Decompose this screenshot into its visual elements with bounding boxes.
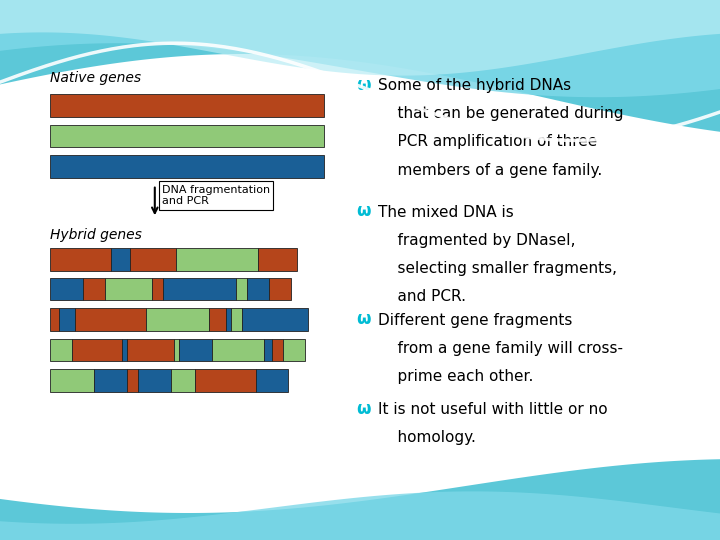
Bar [176,248,258,271]
Bar [50,125,324,147]
Bar [212,339,264,361]
Bar [269,278,291,300]
Bar [58,308,75,331]
Bar [127,369,138,392]
Text: from a gene family will cross-: from a gene family will cross- [378,341,623,356]
Text: fragmented by DNaseI,: fragmented by DNaseI, [378,233,575,248]
Text: that can be generated during: that can be generated during [378,106,624,122]
Bar [171,369,195,392]
Bar [138,369,171,392]
Text: Some of the hybrid DNAs: Some of the hybrid DNAs [378,78,571,93]
Text: members of a gene family.: members of a gene family. [378,163,602,178]
Text: It is not useful with little or no: It is not useful with little or no [378,402,608,417]
Bar [75,308,146,331]
Bar [50,94,324,117]
Bar [179,339,212,361]
Bar [209,308,225,331]
Bar [248,278,269,300]
Bar [122,339,127,361]
Bar [130,248,176,271]
Bar [272,339,283,361]
Bar [72,339,122,361]
Bar [50,308,58,331]
Bar [225,308,231,331]
Text: Different gene fragments: Different gene fragments [378,313,572,328]
Bar [152,278,163,300]
Bar [111,248,130,271]
Bar [283,339,305,361]
Text: ω: ω [356,202,371,220]
Bar [195,369,256,392]
Bar [258,248,297,271]
Text: The mixed DNA is: The mixed DNA is [378,205,514,220]
Bar [50,155,324,178]
Bar [146,308,209,331]
Bar [174,339,179,361]
Text: ω: ω [356,400,371,417]
Text: ω: ω [356,310,371,328]
Bar [242,308,307,331]
Polygon shape [0,0,720,76]
Text: and PCR.: and PCR. [378,289,466,305]
Bar [105,278,152,300]
Text: PCR amplification of three: PCR amplification of three [378,134,598,150]
Text: selecting smaller fragments,: selecting smaller fragments, [378,261,617,276]
Bar [50,339,72,361]
Text: prime each other.: prime each other. [378,369,534,384]
Bar [236,278,248,300]
Bar [163,278,236,300]
Text: homology.: homology. [378,430,476,445]
Bar [127,339,174,361]
Bar [84,278,105,300]
Polygon shape [0,0,720,97]
Bar [50,369,94,392]
Bar [256,369,289,392]
Text: DNA fragmentation
and PCR: DNA fragmentation and PCR [162,185,270,206]
Polygon shape [0,0,720,132]
Bar [264,339,272,361]
Bar [50,278,84,300]
Bar [231,308,242,331]
Text: Native genes: Native genes [50,71,142,85]
Bar [50,248,111,271]
Text: ω: ω [356,76,371,93]
Bar [94,369,127,392]
Polygon shape [0,491,720,540]
Polygon shape [0,459,720,540]
Text: Hybrid genes: Hybrid genes [50,228,143,242]
